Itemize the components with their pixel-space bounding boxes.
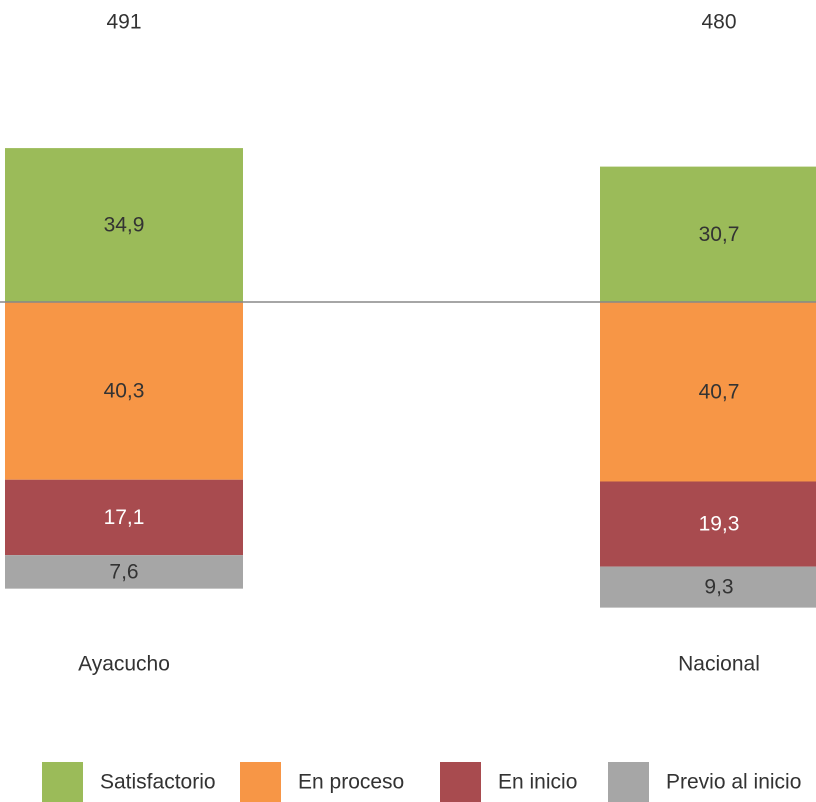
- bar-segment: [5, 148, 243, 302]
- legend-swatch: [440, 762, 481, 802]
- value-label: 34,9: [104, 214, 145, 237]
- legend-label: En inicio: [498, 771, 577, 794]
- category-label: Ayacucho: [78, 653, 170, 676]
- bar-segment: [5, 302, 243, 480]
- bar-segment: [5, 479, 243, 556]
- bar-segment: [600, 302, 816, 482]
- legend-swatch: [240, 762, 281, 802]
- legend-label: Satisfactorio: [100, 771, 216, 794]
- category-label: Nacional: [678, 653, 760, 676]
- legend-swatch: [42, 762, 83, 802]
- legend-label: Previo al inicio: [666, 771, 801, 794]
- bar-segment: [600, 166, 816, 302]
- value-label: 9,3: [704, 576, 733, 599]
- bar-segment: [600, 566, 816, 608]
- score-label: 480: [701, 11, 736, 34]
- bars: [5, 148, 816, 608]
- value-label: 40,3: [104, 379, 145, 402]
- value-label: 17,1: [104, 506, 145, 529]
- value-label: 19,3: [699, 513, 740, 536]
- score-label: 491: [106, 11, 141, 34]
- legend-swatch: [608, 762, 649, 802]
- value-label: 40,7: [699, 380, 740, 403]
- value-label: 30,7: [699, 223, 740, 246]
- legend-label: En proceso: [298, 771, 404, 794]
- bar-segment: [600, 481, 816, 567]
- bar-segment: [5, 555, 243, 589]
- value-label: 7,6: [109, 560, 138, 583]
